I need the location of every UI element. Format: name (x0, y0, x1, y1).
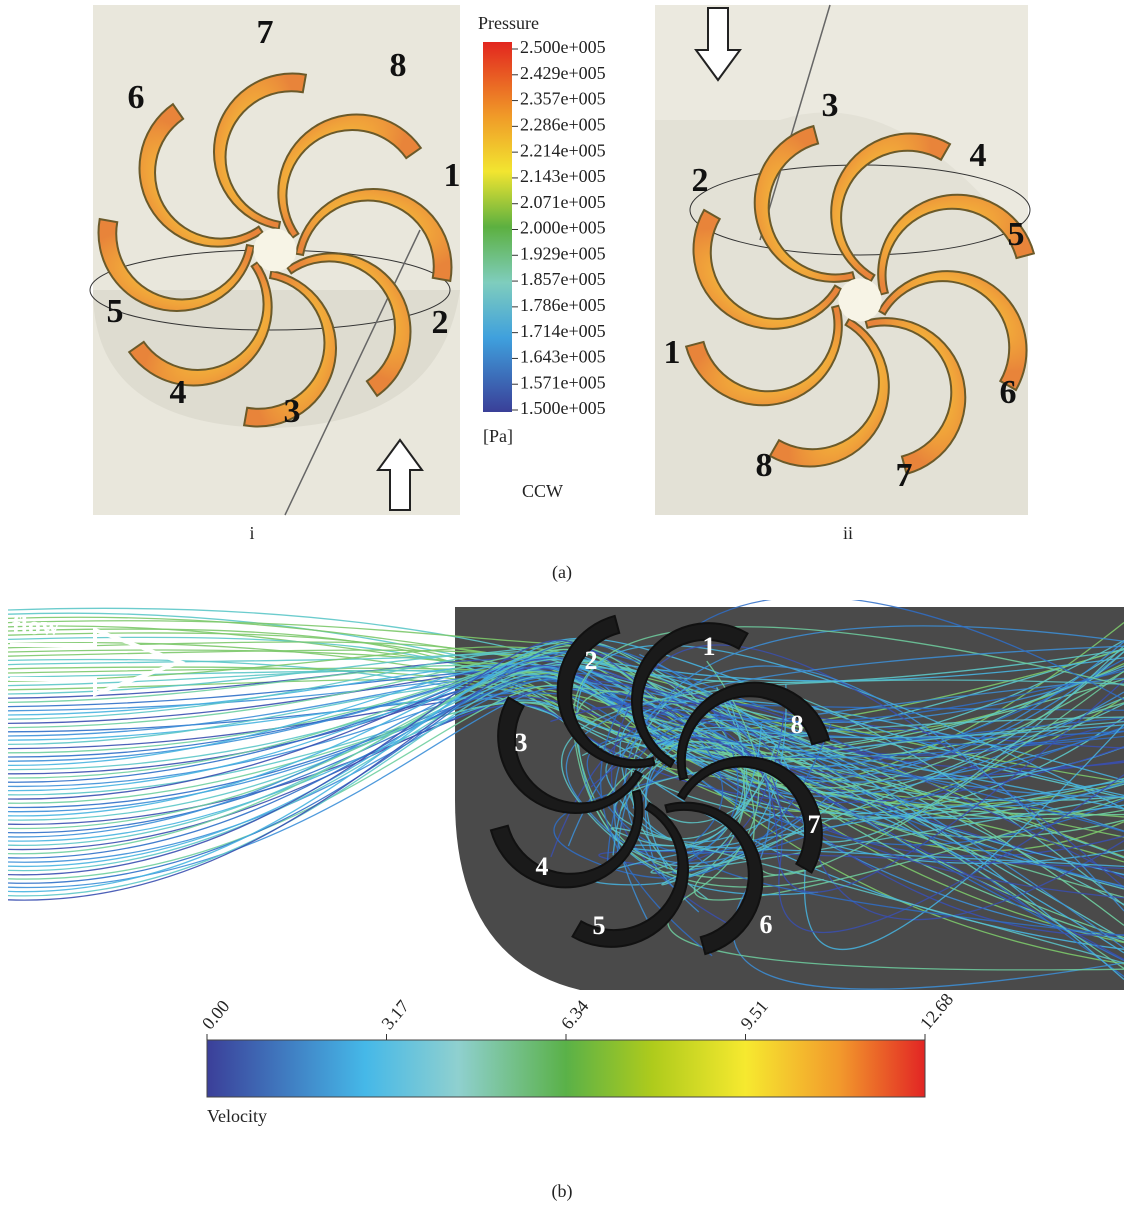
blade-number: 8 (390, 47, 407, 84)
flow-field: flow (8, 595, 1124, 992)
pressure-colorbar (483, 42, 512, 412)
legend-tick-label: 2.214e+005 (520, 140, 606, 160)
blade-number: 4 (170, 374, 187, 411)
blade-number: 5 (1008, 216, 1025, 253)
blade-number: 2 (585, 646, 598, 675)
blade-number: 2 (432, 304, 449, 341)
subpanel-label: i (249, 523, 254, 543)
legend-tick-label: 2.357e+005 (520, 89, 606, 109)
blade-number: 3 (822, 87, 839, 124)
blade-number: 6 (128, 79, 145, 116)
blade-number: 6 (1000, 374, 1017, 411)
blade-number: 2 (692, 162, 709, 199)
legend-tick-label: 1.929e+005 (520, 243, 606, 263)
blade-number: 6 (760, 910, 773, 939)
legend-tick-label: 2.500e+005 (520, 37, 606, 57)
legend-tick-label: 1.571e+005 (520, 372, 606, 392)
blade-number: 7 (257, 14, 274, 51)
legend-tick-label: 1.857e+005 (520, 269, 606, 289)
direction-label: CCW (522, 481, 563, 501)
blade-number: 7 (896, 457, 913, 494)
blade-number: 1 (703, 632, 716, 661)
blade-number: 1 (444, 157, 461, 194)
caption: (a) (552, 562, 572, 583)
velocity-colorbar (207, 1040, 925, 1097)
colorbar-tick-label: 3.17 (377, 996, 413, 1033)
blade-number: 5 (107, 293, 124, 330)
caption: (b) (552, 1181, 573, 1202)
legend-tick-label: 2.143e+005 (520, 166, 606, 186)
legend-tick-label: 2.000e+005 (520, 218, 606, 238)
legend-tick-label: 2.429e+005 (520, 63, 606, 83)
legend-tick-label: 1.714e+005 (520, 321, 606, 341)
legend-title: Pressure (478, 13, 539, 33)
blade-number: 4 (536, 852, 549, 881)
blade-number: 3 (515, 728, 528, 757)
blade-number: 5 (593, 911, 606, 940)
blade-number: 7 (808, 810, 821, 839)
blade-number: 3 (284, 393, 301, 430)
legend-tick-label: 2.071e+005 (520, 192, 606, 212)
legend-tick-label: 2.286e+005 (520, 114, 606, 134)
flow-label: flow (12, 611, 60, 640)
colorbar-title: Velocity (207, 1106, 267, 1126)
blade-number: 4 (970, 137, 987, 174)
legend-unit: [Pa] (483, 426, 513, 446)
hub (838, 278, 881, 321)
legend-tick-label: 1.500e+005 (520, 398, 606, 418)
hub (254, 229, 297, 272)
legend-tick-label: 1.643e+005 (520, 347, 606, 367)
figure: Pressure [Pa] CCW i ii (a) flow Velocity… (0, 0, 1124, 1209)
colorbar-tick-label: 9.51 (736, 996, 772, 1033)
blade-number: 1 (664, 334, 681, 371)
colorbar-tick-label: 0.00 (198, 996, 234, 1033)
blade-number: 8 (791, 710, 804, 739)
colorbar-tick-label: 12.68 (916, 989, 957, 1033)
subpanel-label: ii (843, 523, 853, 543)
legend-tick-label: 1.786e+005 (520, 295, 606, 315)
colorbar-tick-label: 6.34 (557, 996, 593, 1033)
blade-number: 8 (756, 447, 773, 484)
